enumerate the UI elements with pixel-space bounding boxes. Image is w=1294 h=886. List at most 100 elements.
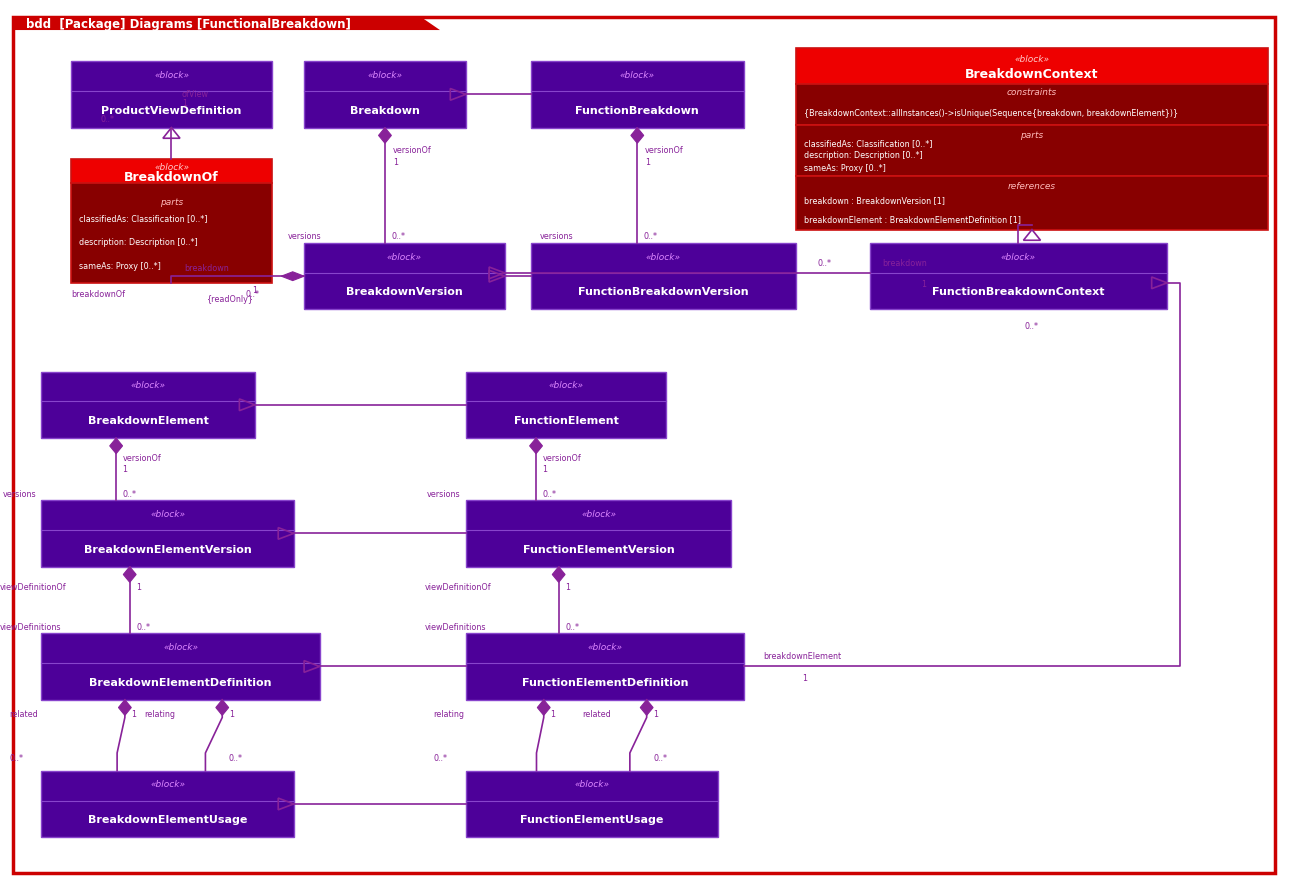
- Text: 0..*: 0..*: [433, 753, 448, 762]
- Text: 1: 1: [542, 464, 547, 473]
- Text: classifiedAs: Classification [0..*]: classifiedAs: Classification [0..*]: [804, 139, 932, 148]
- Polygon shape: [641, 700, 653, 716]
- Text: 0..*: 0..*: [123, 489, 137, 498]
- FancyBboxPatch shape: [71, 159, 272, 184]
- Text: FunctionElement: FunctionElement: [514, 416, 619, 425]
- Text: viewDefinitions: viewDefinitions: [0, 622, 62, 631]
- Text: 0..*: 0..*: [1025, 322, 1039, 330]
- FancyBboxPatch shape: [41, 771, 294, 837]
- Text: {BreakdownContext::allInstances()->isUnique(Sequence{breakdown, breakdownElement: {BreakdownContext::allInstances()->isUni…: [804, 108, 1178, 118]
- FancyBboxPatch shape: [41, 372, 255, 439]
- Text: «block»: «block»: [587, 642, 622, 651]
- Text: 0..*: 0..*: [9, 753, 23, 762]
- Text: «block»: «block»: [131, 381, 166, 390]
- Text: «block»: «block»: [154, 162, 189, 171]
- Text: 0..*: 0..*: [818, 259, 832, 268]
- Text: FunctionElementDefinition: FunctionElementDefinition: [521, 677, 688, 687]
- Polygon shape: [631, 128, 643, 144]
- Text: BreakdownVersion: BreakdownVersion: [345, 287, 463, 297]
- Text: related: related: [582, 709, 611, 718]
- Text: parts: parts: [160, 198, 182, 206]
- FancyBboxPatch shape: [466, 633, 744, 700]
- FancyBboxPatch shape: [466, 771, 718, 837]
- Text: «block»: «block»: [154, 71, 189, 80]
- Text: 1: 1: [644, 158, 650, 167]
- Text: «block»: «block»: [549, 381, 584, 390]
- FancyBboxPatch shape: [796, 177, 1268, 230]
- Text: BreakdownOf: BreakdownOf: [124, 171, 219, 183]
- Polygon shape: [216, 700, 229, 716]
- Text: «block»: «block»: [1000, 253, 1036, 261]
- Text: 1: 1: [802, 672, 807, 682]
- Text: viewDefinitionOf: viewDefinitionOf: [424, 582, 490, 591]
- FancyBboxPatch shape: [796, 85, 1268, 126]
- Text: classifiedAs: Classification [0..*]: classifiedAs: Classification [0..*]: [79, 214, 207, 223]
- Text: FunctionBreakdown: FunctionBreakdown: [576, 105, 699, 115]
- Text: «block»: «block»: [150, 509, 185, 518]
- Text: «block»: «block»: [575, 780, 609, 789]
- Text: «block»: «block»: [150, 780, 185, 789]
- Text: related: related: [9, 709, 38, 718]
- Text: «block»: «block»: [163, 642, 198, 651]
- Text: versions: versions: [427, 489, 461, 498]
- FancyBboxPatch shape: [466, 372, 666, 439]
- Text: versionOf: versionOf: [644, 146, 683, 155]
- Text: bdd  [Package] Diagrams [FunctionalBreakdown]: bdd [Package] Diagrams [FunctionalBreakd…: [26, 18, 351, 31]
- Text: «block»: «block»: [620, 71, 655, 80]
- Text: 1: 1: [392, 158, 397, 167]
- Text: «block»: «block»: [367, 71, 402, 80]
- Text: 0..*: 0..*: [565, 622, 580, 631]
- FancyBboxPatch shape: [796, 126, 1268, 177]
- Text: versions: versions: [3, 489, 36, 498]
- Text: 0..*: 0..*: [136, 622, 150, 631]
- FancyBboxPatch shape: [304, 244, 505, 310]
- Text: 1: 1: [123, 464, 128, 473]
- Text: versionOf: versionOf: [123, 454, 162, 462]
- Polygon shape: [110, 439, 123, 455]
- Text: 1: 1: [229, 709, 234, 718]
- Text: {readOnly}: {readOnly}: [207, 294, 254, 304]
- Polygon shape: [537, 700, 550, 716]
- Text: 1: 1: [181, 99, 186, 108]
- FancyBboxPatch shape: [71, 62, 272, 128]
- Text: breakdown : BreakdownVersion [1]: breakdown : BreakdownVersion [1]: [804, 196, 945, 205]
- Text: 0..*: 0..*: [101, 115, 114, 124]
- Text: «block»: «block»: [1014, 55, 1049, 64]
- Text: FunctionElementUsage: FunctionElementUsage: [520, 814, 664, 824]
- Text: BreakdownElement: BreakdownElement: [88, 416, 208, 425]
- Text: BreakdownElementDefinition: BreakdownElementDefinition: [89, 677, 272, 687]
- Text: Breakdown: Breakdown: [351, 105, 419, 115]
- FancyBboxPatch shape: [531, 244, 796, 310]
- Text: versions: versions: [540, 232, 573, 241]
- Text: breakdown: breakdown: [883, 259, 928, 268]
- Polygon shape: [379, 128, 391, 144]
- Text: sameAs: Proxy [0..*]: sameAs: Proxy [0..*]: [79, 262, 160, 271]
- Text: versions: versions: [287, 232, 321, 241]
- Text: references: references: [1008, 182, 1056, 190]
- FancyBboxPatch shape: [304, 62, 466, 128]
- FancyBboxPatch shape: [870, 244, 1167, 310]
- Text: viewDefinitions: viewDefinitions: [424, 622, 487, 631]
- Text: description: Description [0..*]: description: Description [0..*]: [804, 152, 923, 160]
- Text: 0..*: 0..*: [542, 489, 556, 498]
- Text: 1: 1: [252, 285, 258, 295]
- Text: «block»: «block»: [581, 509, 616, 518]
- Text: parts: parts: [1021, 130, 1043, 140]
- FancyBboxPatch shape: [796, 49, 1268, 85]
- Text: ProductViewDefinition: ProductViewDefinition: [101, 105, 242, 115]
- Text: «block»: «block»: [387, 253, 422, 261]
- FancyBboxPatch shape: [41, 501, 294, 567]
- Text: 1: 1: [136, 582, 141, 591]
- Text: 0..*: 0..*: [643, 232, 657, 241]
- Text: 1: 1: [550, 709, 555, 718]
- Text: FunctionElementVersion: FunctionElementVersion: [523, 544, 674, 554]
- Text: 1: 1: [653, 709, 659, 718]
- FancyBboxPatch shape: [466, 501, 731, 567]
- Text: relating: relating: [145, 709, 176, 718]
- Text: relating: relating: [433, 709, 465, 718]
- Polygon shape: [123, 567, 136, 583]
- Text: 0..*: 0..*: [229, 753, 243, 762]
- FancyBboxPatch shape: [531, 62, 744, 128]
- Text: 0..*: 0..*: [391, 232, 405, 241]
- Text: ofView: ofView: [181, 90, 208, 99]
